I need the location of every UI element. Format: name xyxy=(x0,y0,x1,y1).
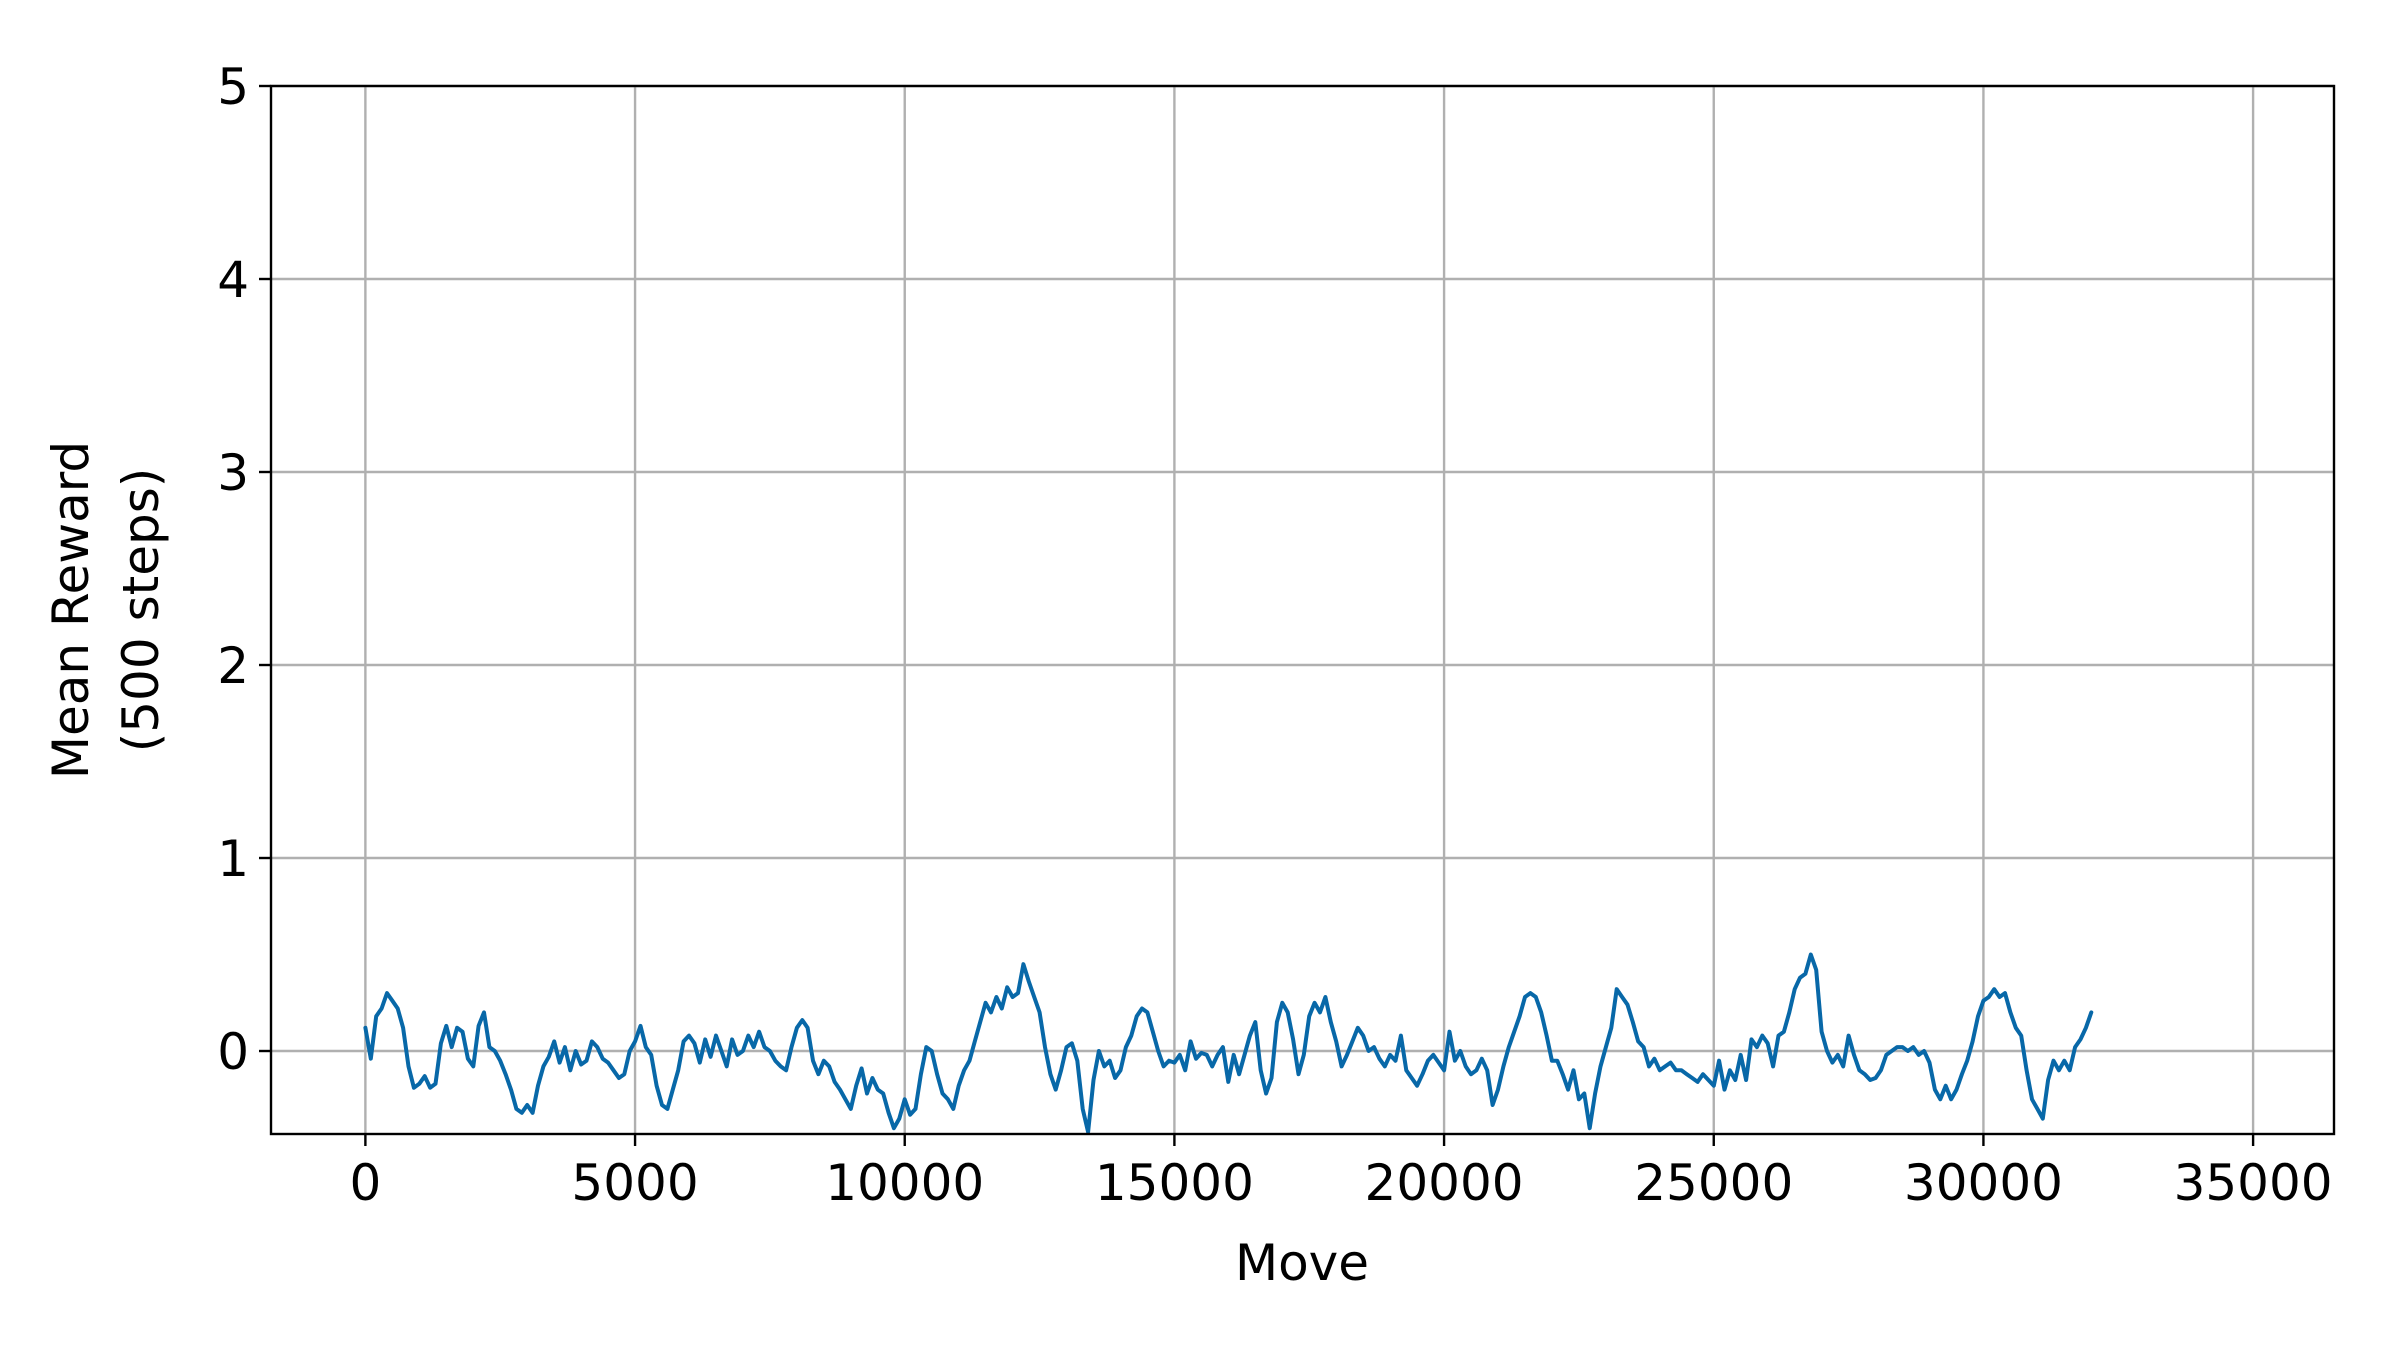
x-tick-label: 10000 xyxy=(825,1154,984,1212)
x-tick-label: 5000 xyxy=(571,1154,698,1212)
series-layer xyxy=(363,952,2094,1135)
y-axis-title-line-1: Mean Reward xyxy=(42,441,100,779)
x-tick-label: 25000 xyxy=(1634,1154,1793,1212)
x-tick-label: 15000 xyxy=(1095,1154,1254,1212)
y-tick-label: 4 xyxy=(217,251,249,309)
x-tick-label: 30000 xyxy=(1904,1154,2063,1212)
y-tick-label: 2 xyxy=(217,637,249,695)
x-tick-label: 0 xyxy=(349,1154,381,1212)
y-axis-title: Mean Reward (500 steps) xyxy=(42,441,170,779)
x-tick-label: 20000 xyxy=(1365,1154,1524,1212)
y-tick-label: 3 xyxy=(217,444,249,502)
axis-ticks: 0 5000 10000 15000 20000 25000 30000 35000 0 1 2 3 4… xyxy=(217,58,2332,1212)
x-tick-label: 35000 xyxy=(2174,1154,2333,1212)
reward-series-line xyxy=(363,952,2094,1135)
y-tick-label: 1 xyxy=(217,830,249,888)
y-tick-label: 0 xyxy=(217,1023,249,1081)
x-axis-title: Move xyxy=(1235,1234,1369,1292)
y-tick-label: 5 xyxy=(217,58,249,116)
y-axis-title-line-2: (500 steps) xyxy=(112,468,170,753)
plot-frame xyxy=(269,84,2336,1136)
